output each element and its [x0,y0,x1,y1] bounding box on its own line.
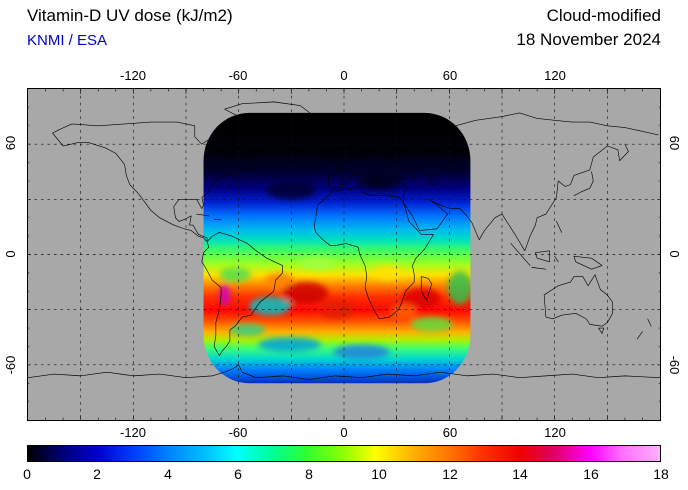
colorbar-tick-label: 12 [442,466,458,482]
colorbar-tick-label: 10 [371,466,387,482]
figure-title: Vitamin-D UV dose (kJ/m2) [27,6,233,25]
coast-south-america [201,232,283,356]
coast-madagascar [420,276,433,301]
coast-greenland [224,101,313,145]
coast-africa [313,186,434,320]
lon-tick-label-top: -60 [228,68,248,83]
coast-australia [543,274,652,340]
lat-tick-label-left: 60 [3,135,18,151]
data-swath [203,112,471,384]
coast-scandinavia-arctic [352,112,659,149]
coast-europe-atlantic [327,143,389,189]
lat-tick-label-left: 0 [3,250,18,258]
colorbar-tick-label: 18 [653,466,669,482]
colorbar-tick-label: 14 [512,466,528,482]
gridlines [28,89,660,420]
colorbar-tick-label: 6 [234,466,242,482]
lat-tick-label-right: -60 [667,355,682,375]
world-map [28,89,660,420]
axis-ticks [28,89,660,420]
lon-tick-label-bottom: -60 [228,425,248,440]
lat-tick-label-left: -60 [3,355,18,375]
lon-tick-label-top: -120 [119,68,147,83]
product-type-label: Cloud-modified [546,6,661,25]
lon-tick-label-bottom: 120 [544,425,566,440]
lon-tick-label-bottom: -120 [119,425,147,440]
lat-tick-label-right: 0 [667,250,682,258]
cloud-texture [219,171,471,360]
coastlines [28,101,660,380]
colorbar-tick-label: 16 [583,466,599,482]
coast-mediterranean [333,173,408,204]
colorbar-gradient [27,445,661,462]
colorbar-tick-label: 8 [305,466,313,482]
lon-tick-label-top: 0 [340,68,348,83]
lon-tick-label-top: 60 [442,68,458,83]
colorbar-tick-label: 0 [23,466,31,482]
date-label: 18 November 2024 [516,30,661,49]
lon-tick-label-top: 120 [544,68,566,83]
map-frame [27,88,661,421]
coast-islands [196,134,603,270]
coast-north-america [52,121,252,242]
lon-tick-label-bottom: 60 [442,425,458,440]
coast-inland-seas [392,169,438,186]
coast-antarctica [28,364,660,380]
colorbar-tick-label: 4 [164,466,172,482]
lat-tick-label-right: 60 [667,135,682,151]
colorbar-tick-label: 2 [93,466,101,482]
source-label: KNMI / ESA [27,32,108,49]
coast-asia [403,143,629,252]
lon-tick-label-bottom: 0 [340,425,348,440]
